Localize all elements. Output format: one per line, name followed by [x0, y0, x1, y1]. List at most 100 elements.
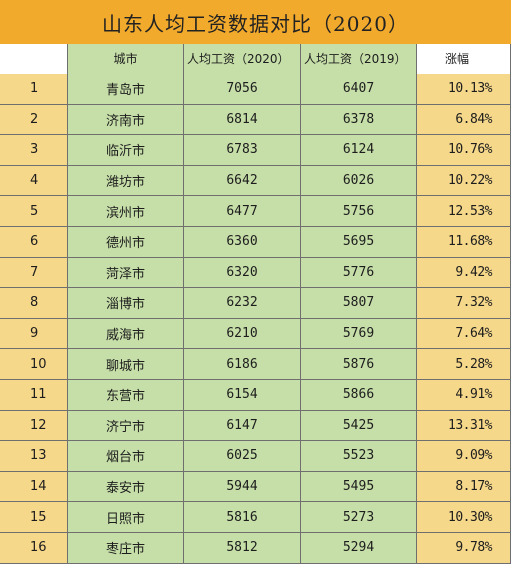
- city-cell: 日照市: [68, 502, 184, 533]
- increase-cell: 7.32%: [417, 288, 511, 319]
- city-cell: 东营市: [68, 380, 184, 411]
- city-cell: 滨州市: [68, 196, 184, 227]
- rank-cell: 10: [0, 349, 68, 380]
- wage-2020-cell: 7056: [184, 74, 301, 105]
- city-cell: 济南市: [68, 104, 184, 136]
- rank-cell: 14: [0, 471, 68, 503]
- city-cell: 临沂市: [68, 135, 184, 166]
- wage-2019-cell: 5294: [301, 533, 417, 564]
- table-row: 14 泰安市 5944 5495 8.17%: [0, 471, 511, 503]
- header-city: 城市: [68, 44, 184, 75]
- rank-cell: 11: [0, 380, 68, 411]
- wage-2019-cell: 5769: [301, 318, 417, 350]
- wage-2020-cell: 6154: [184, 380, 301, 411]
- city-cell: 烟台市: [68, 441, 184, 472]
- wage-2019-cell: 5273: [301, 502, 417, 533]
- rank-cell: 6: [0, 227, 68, 258]
- sheet-title: 山东人均工资数据对比（2020）: [102, 12, 409, 36]
- wage-2020-cell: 6320: [184, 257, 301, 289]
- wage-2019-cell: 5756: [301, 196, 417, 227]
- city-cell: 威海市: [68, 318, 184, 350]
- table-row: 5 滨州市 6477 5756 12.53%: [0, 196, 511, 227]
- table-row: 11 东营市 6154 5866 4.91%: [0, 380, 511, 411]
- header-wage-2019: 人均工资（2019）: [301, 44, 417, 75]
- rank-cell: 8: [0, 288, 68, 319]
- rank-cell: 7: [0, 257, 68, 289]
- rank-cell: 16: [0, 533, 68, 564]
- city-cell: 菏泽市: [68, 257, 184, 289]
- increase-cell: 9.42%: [417, 257, 511, 289]
- header-wage-2020: 人均工资（2020）: [184, 44, 301, 75]
- increase-cell: 7.64%: [417, 318, 511, 350]
- city-cell: 德州市: [68, 227, 184, 258]
- wage-2019-cell: 6378: [301, 104, 417, 136]
- wage-2019-cell: 6124: [301, 135, 417, 166]
- city-cell: 聊城市: [68, 349, 184, 380]
- table-row: 7 菏泽市 6320 5776 9.42%: [0, 257, 511, 289]
- wage-2020-cell: 5816: [184, 502, 301, 533]
- table-row: 16 枣庄市 5812 5294 9.78%: [0, 533, 511, 564]
- wage-2019-cell: 5776: [301, 257, 417, 289]
- header-row: 城市 人均工资（2020） 人均工资（2019） 涨幅: [0, 44, 511, 75]
- city-cell: 潍坊市: [68, 165, 184, 197]
- table-row: 13 烟台市 6025 5523 9.09%: [0, 441, 511, 472]
- increase-cell: 10.22%: [417, 165, 511, 197]
- wage-2019-cell: 5495: [301, 471, 417, 503]
- rank-cell: 3: [0, 135, 68, 166]
- rank-cell: 9: [0, 318, 68, 350]
- increase-cell: 6.84%: [417, 104, 511, 136]
- title-bar: 山东人均工资数据对比（2020）: [0, 0, 511, 45]
- table-row: 4 潍坊市 6642 6026 10.22%: [0, 165, 511, 197]
- wage-2020-cell: 5944: [184, 471, 301, 503]
- wage-2019-cell: 5523: [301, 441, 417, 472]
- wage-2020-cell: 6360: [184, 227, 301, 258]
- increase-cell: 12.53%: [417, 196, 511, 227]
- wage-2020-cell: 6783: [184, 135, 301, 166]
- rank-cell: 15: [0, 502, 68, 533]
- wage-2019-cell: 5425: [301, 410, 417, 442]
- increase-cell: 9.78%: [417, 533, 511, 564]
- wage-2020-cell: 5812: [184, 533, 301, 564]
- increase-cell: 10.30%: [417, 502, 511, 533]
- rank-cell: 5: [0, 196, 68, 227]
- increase-cell: 5.28%: [417, 349, 511, 380]
- wage-2020-cell: 6025: [184, 441, 301, 472]
- table-row: 8 淄博市 6232 5807 7.32%: [0, 288, 511, 319]
- wage-2020-cell: 6186: [184, 349, 301, 380]
- increase-cell: 4.91%: [417, 380, 511, 411]
- city-cell: 青岛市: [68, 74, 184, 105]
- table-row: 15 日照市 5816 5273 10.30%: [0, 502, 511, 533]
- wage-2020-cell: 6232: [184, 288, 301, 319]
- header-rank: [0, 44, 68, 75]
- wage-2019-cell: 5866: [301, 380, 417, 411]
- wage-2019-cell: 5695: [301, 227, 417, 258]
- city-cell: 淄博市: [68, 288, 184, 319]
- wage-2020-cell: 6477: [184, 196, 301, 227]
- increase-cell: 10.13%: [417, 74, 511, 105]
- rank-cell: 12: [0, 410, 68, 442]
- wage-2019-cell: 6026: [301, 165, 417, 197]
- wage-2020-cell: 6642: [184, 165, 301, 197]
- wage-2020-cell: 6210: [184, 318, 301, 350]
- table-row: 12 济宁市 6147 5425 13.31%: [0, 410, 511, 442]
- wage-2019-cell: 5807: [301, 288, 417, 319]
- city-cell: 济宁市: [68, 410, 184, 442]
- wage-2020-cell: 6147: [184, 410, 301, 442]
- wage-2020-cell: 6814: [184, 104, 301, 136]
- table-row: 1 青岛市 7056 6407 10.13%: [0, 74, 511, 105]
- rank-cell: 4: [0, 165, 68, 197]
- table-row: 10 聊城市 6186 5876 5.28%: [0, 349, 511, 380]
- rank-cell: 1: [0, 74, 68, 105]
- table-row: 2 济南市 6814 6378 6.84%: [0, 104, 511, 136]
- wage-2019-cell: 5876: [301, 349, 417, 380]
- rank-cell: 13: [0, 441, 68, 472]
- increase-cell: 13.31%: [417, 410, 511, 442]
- table-row: 9 威海市 6210 5769 7.64%: [0, 318, 511, 350]
- table-row: 6 德州市 6360 5695 11.68%: [0, 227, 511, 258]
- table-row: 3 临沂市 6783 6124 10.76%: [0, 135, 511, 166]
- increase-cell: 9.09%: [417, 441, 511, 472]
- wage-2019-cell: 6407: [301, 74, 417, 105]
- rank-cell: 2: [0, 104, 68, 136]
- increase-cell: 11.68%: [417, 227, 511, 258]
